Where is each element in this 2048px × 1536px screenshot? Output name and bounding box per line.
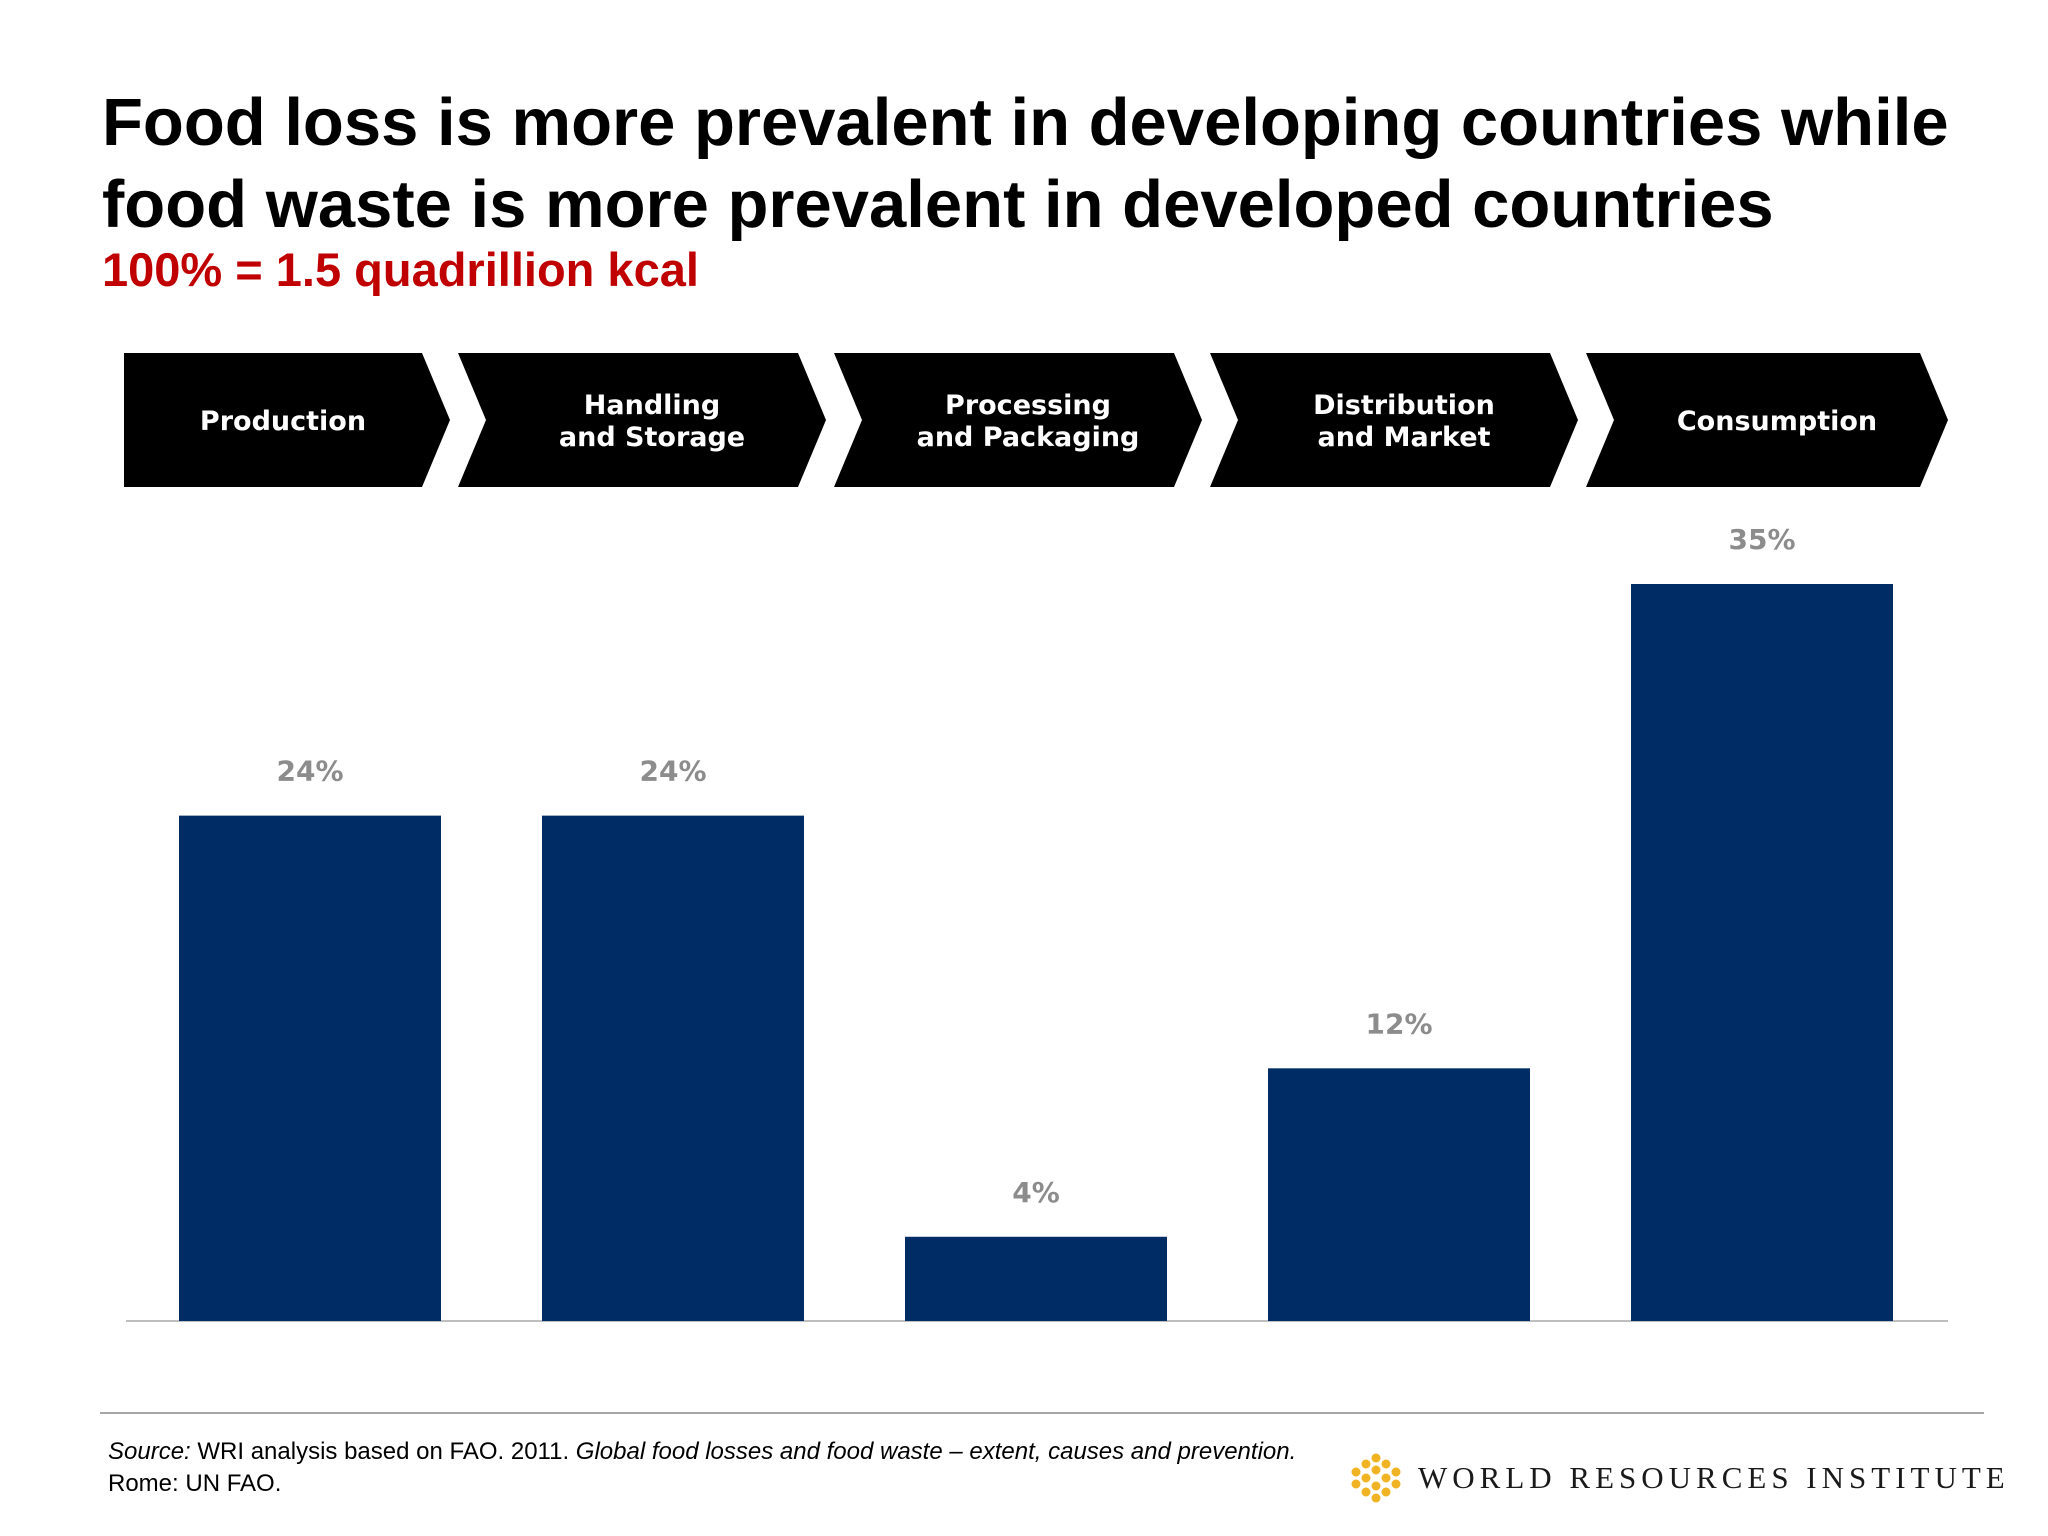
stage-label-3-1: Processing	[945, 390, 1111, 421]
stage-label-2-1: Handling	[584, 390, 720, 421]
bar-value-label-3: 4%	[1012, 1176, 1060, 1209]
bar-value-label-5: 35%	[1728, 523, 1795, 556]
title-line-1: Food loss is more prevalent in developin…	[102, 85, 1949, 160]
stage-chevron-1	[124, 353, 450, 487]
bar-value-label-1: 24%	[276, 755, 343, 788]
bar-2	[542, 815, 804, 1321]
stage-label-2-2: and Storage	[559, 422, 745, 453]
stage-label-4-1: Distribution	[1313, 390, 1495, 421]
chart-title: Food loss is more prevalent in developin…	[102, 82, 2002, 246]
stage-chevron-3	[834, 353, 1202, 487]
source-title: Global food losses and food waste – exte…	[575, 1438, 1297, 1465]
stage-chevron-4	[1210, 353, 1578, 487]
chart-subtitle: 100% = 1.5 quadrillion kcal	[102, 243, 699, 296]
bar-value-label-4: 12%	[1365, 1007, 1432, 1040]
wri-logo: WORLD RESOURCES INSTITUTE	[1350, 1450, 2010, 1506]
title-line-2: food waste is more prevalent in develope…	[102, 167, 1774, 242]
bar-chart: 24% 24% 4% 12% 35%	[126, 523, 1948, 1322]
wri-logo-icon	[1351, 1453, 1401, 1503]
bar-5	[1631, 584, 1893, 1321]
source-text: WRI analysis based on FAO. 2011.	[190, 1438, 576, 1465]
source-tail: Rome: UN FAO.	[108, 1470, 282, 1497]
bar-1	[179, 815, 441, 1321]
stage-label-3-2: and Packaging	[917, 422, 1140, 453]
stage-chevron-5	[1586, 353, 1948, 487]
stage-label-4-2: and Market	[1317, 422, 1490, 453]
stage-label-5-1: Consumption	[1677, 406, 1877, 437]
footer-divider	[100, 1412, 1984, 1414]
source-note: Source: WRI analysis based on FAO. 2011.…	[108, 1436, 1308, 1500]
stage-label-1-1: Production	[200, 406, 366, 437]
stage-chevron-2	[458, 353, 826, 487]
bar-3	[905, 1236, 1167, 1321]
bar-4	[1268, 1068, 1530, 1321]
bar-value-label-2: 24%	[639, 755, 706, 788]
wri-logo-text: WORLD RESOURCES INSTITUTE	[1418, 1460, 2010, 1495]
source-label: Source:	[108, 1438, 191, 1465]
